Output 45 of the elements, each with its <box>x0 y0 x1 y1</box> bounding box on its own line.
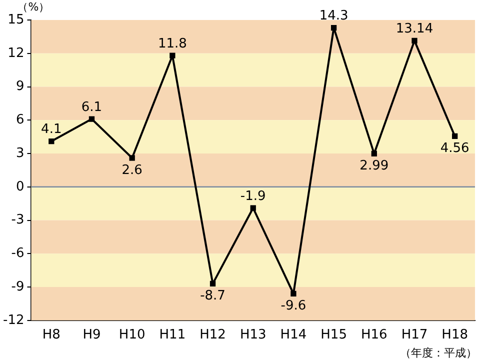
point <box>129 155 135 161</box>
point <box>48 138 54 144</box>
x-tick-label: H16 <box>360 328 388 343</box>
point <box>88 116 95 122</box>
point <box>330 24 337 31</box>
x-tick-label: H13 <box>240 328 266 343</box>
point <box>452 133 458 139</box>
y-tick-label: 0 <box>16 179 24 194</box>
data-label: -1.9 <box>240 188 266 204</box>
x-tick-label: H8 <box>42 328 60 343</box>
data-label: 11.8 <box>158 36 187 52</box>
point <box>290 290 296 297</box>
x-tick-label: H15 <box>320 328 347 343</box>
y-tick-label: 6 <box>16 112 24 128</box>
data-label: 4.56 <box>440 141 470 156</box>
y-tick-label: -6 <box>11 246 24 262</box>
x-tick-label: H17 <box>401 328 428 343</box>
point <box>371 150 377 156</box>
x-tick-label: H12 <box>200 328 226 343</box>
data-label: 13.14 <box>396 22 434 37</box>
data-label: 2.6 <box>122 162 142 178</box>
point <box>412 38 418 44</box>
x-tick-label: H14 <box>280 328 307 343</box>
data-label: -8.7 <box>200 288 226 304</box>
point <box>170 52 176 58</box>
x-tick-label: H9 <box>82 328 101 343</box>
x-tick-label: H10 <box>118 328 146 343</box>
y-tick-label: -3 <box>11 212 24 228</box>
data-label: 4.1 <box>41 122 62 138</box>
y-tick-label: 12 <box>8 46 24 61</box>
x-tick-label: H11 <box>159 328 186 343</box>
point <box>210 280 216 287</box>
x-axis-title: （年度：平成） <box>400 346 477 360</box>
point <box>250 205 256 211</box>
data-label: 2.99 <box>360 158 389 174</box>
data-label: 14.3 <box>319 8 348 24</box>
data-label: -9.6 <box>280 298 306 314</box>
y-tick-label: -9 <box>11 279 24 294</box>
y-tick-label: 15 <box>8 12 24 28</box>
y-tick-label: 3 <box>16 146 24 161</box>
y-axis-title: （%） <box>17 0 50 14</box>
y-tick-label: -12 <box>3 312 24 328</box>
y-tick-label: 9 <box>16 79 24 94</box>
x-tick-label: H18 <box>442 328 468 343</box>
data-label: 6.1 <box>81 100 102 115</box>
